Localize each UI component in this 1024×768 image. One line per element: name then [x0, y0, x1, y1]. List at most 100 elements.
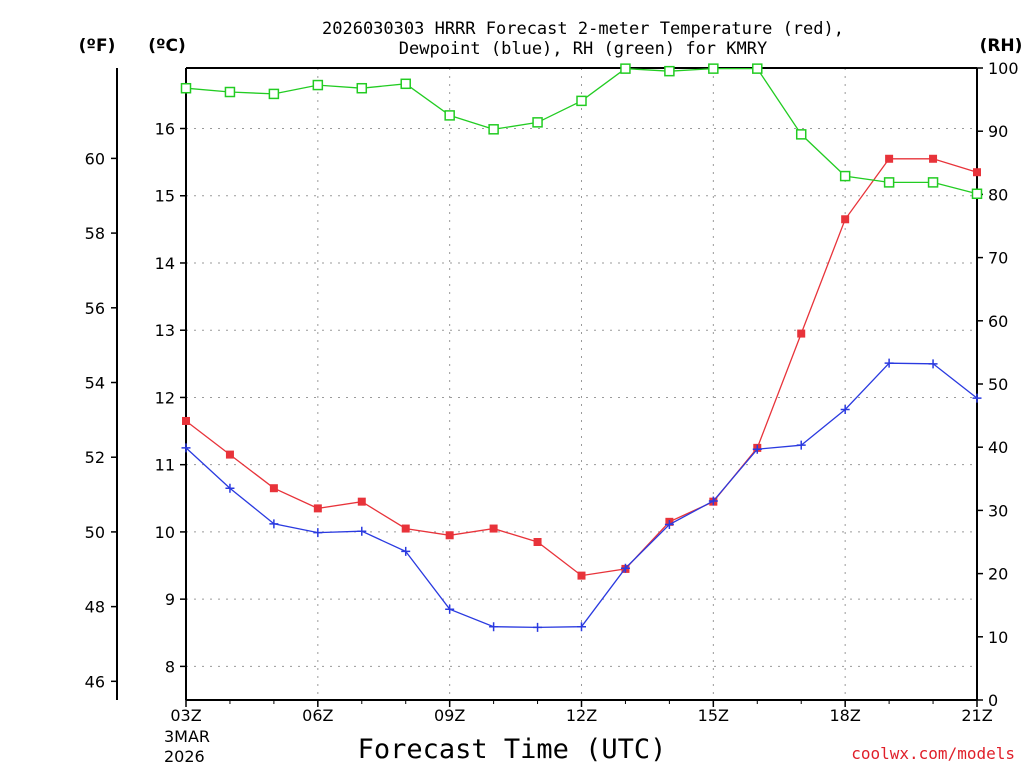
axes-layer: 03Z 06Z 09Z 12Z 15Z 18Z 21Z 8 9 10 11 12 13 14 15 16 46 4… — [85, 59, 1019, 725]
dewpoint-point — [401, 546, 411, 556]
x-tick-label: 03Z — [170, 706, 201, 725]
x-tick-label: 12Z — [566, 706, 597, 725]
rh-tick-label: 40 — [988, 438, 1008, 457]
celsius-tick-label: 10 — [155, 523, 175, 542]
grid-layer — [186, 68, 977, 700]
fahrenheit-tick-label: 56 — [85, 299, 105, 318]
celsius-tick-label: 11 — [155, 456, 175, 475]
dewpoint-line — [185, 362, 978, 629]
fahrenheit-tick-label: 54 — [85, 374, 105, 393]
celsius-axis-label: (ºC) — [148, 36, 186, 56]
rh-point — [268, 88, 280, 100]
fahrenheit-tick-label: 58 — [85, 224, 105, 243]
celsius-tick-label: 9 — [165, 590, 175, 609]
dewpoint-point — [489, 622, 499, 632]
dewpoint-point — [620, 563, 630, 573]
rh-point — [356, 82, 368, 94]
rh-axis-label: (RH) — [980, 36, 1023, 56]
x-tick-label: 09Z — [434, 706, 465, 725]
rh-tick-label: 60 — [988, 312, 1008, 331]
rh-point — [664, 65, 675, 77]
rh-point — [927, 177, 939, 188]
fahrenheit-tick-label: 50 — [85, 523, 105, 542]
dewpoint-point — [796, 440, 806, 450]
dewpoint-point — [664, 520, 674, 530]
celsius-tick-label: 12 — [155, 388, 175, 407]
temperature-point — [533, 538, 542, 546]
fahrenheit-tick-label: 46 — [85, 672, 105, 691]
series-layer — [180, 63, 983, 632]
temperature-point — [313, 504, 322, 513]
rh-point — [752, 63, 763, 74]
rh-tick-label: 50 — [988, 375, 1008, 394]
dewpoint-point — [445, 604, 455, 614]
celsius-tick-label: 16 — [155, 120, 175, 139]
fahrenheit-tick-label: 52 — [85, 448, 105, 467]
dewpoint-point — [708, 496, 718, 506]
rh-tick-label: 80 — [988, 185, 1008, 204]
date-line-year: 2026 — [164, 747, 205, 766]
temperature-point — [182, 416, 190, 425]
celsius-tick-label: 13 — [155, 321, 175, 340]
x-tick-label: 21Z — [961, 706, 992, 725]
dewpoint-point — [884, 358, 894, 368]
celsius-tick-label: 15 — [155, 187, 175, 206]
fahrenheit-tick-label: 48 — [85, 598, 105, 617]
dewpoint-point — [357, 526, 367, 536]
rh-point — [312, 79, 324, 91]
fahrenheit-axis-label: (ºF) — [79, 36, 116, 56]
rh-point — [180, 82, 192, 94]
rh-point — [532, 117, 543, 128]
dewpoint-point — [752, 444, 762, 454]
dewpoint-point — [181, 443, 191, 453]
rh-tick-label: 100 — [988, 59, 1019, 78]
celsius-tick-label: 8 — [165, 657, 175, 676]
temperature-point — [357, 497, 366, 506]
celsius-tick-label: 14 — [155, 254, 175, 273]
chart-title-line2: Dewpoint (blue), RH (green) for KMRY — [399, 39, 767, 59]
temperature-point — [225, 450, 234, 459]
temperature-point — [841, 215, 850, 224]
temperature-point — [269, 484, 278, 493]
rh-point — [488, 124, 499, 135]
dewpoint-point — [577, 622, 586, 632]
rh-point — [795, 129, 807, 140]
rh-point — [224, 86, 236, 98]
x-tick-label: 18Z — [830, 706, 861, 725]
temperature-point — [797, 329, 806, 338]
temperature-point — [445, 531, 454, 540]
rh-point — [883, 177, 895, 188]
rh-tick-label: 70 — [988, 249, 1008, 268]
temperature-point — [885, 154, 894, 163]
dewpoint-point — [313, 528, 323, 538]
text-layer: 2026030303 HRRR Forecast 2-meter Tempera… — [79, 19, 1023, 766]
rh-tick-label: 90 — [988, 122, 1008, 141]
temperature-point — [973, 168, 981, 177]
rh-tick-label: 0 — [988, 691, 998, 710]
x-axis-title: Forecast Time (UTC) — [358, 734, 667, 765]
temperature-point — [577, 571, 586, 580]
chart-title-line1: 2026030303 HRRR Forecast 2-meter Tempera… — [322, 19, 844, 39]
temperature-point — [929, 154, 938, 163]
temperature-point — [401, 524, 410, 533]
rh-tick-label: 20 — [988, 565, 1008, 584]
temperature-point — [489, 524, 498, 533]
rh-point — [400, 78, 411, 90]
rh-tick-label: 10 — [988, 628, 1008, 647]
rh-point — [444, 110, 455, 121]
dewpoint-point — [928, 359, 938, 369]
fahrenheit-tick-label: 60 — [85, 149, 105, 168]
dewpoint-point — [840, 405, 850, 415]
rh-point — [971, 188, 983, 200]
x-tick-label: 15Z — [698, 706, 729, 725]
rh-tick-label: 30 — [988, 501, 1008, 520]
rh-point — [708, 63, 719, 74]
dewpoint-point — [269, 519, 279, 529]
x-tick-label: 06Z — [302, 706, 333, 725]
date-line-month: 3MAR — [164, 727, 210, 746]
rh-point — [620, 63, 631, 74]
dewpoint-point — [225, 483, 235, 493]
rh-line — [185, 67, 978, 195]
rh-point — [576, 95, 587, 107]
